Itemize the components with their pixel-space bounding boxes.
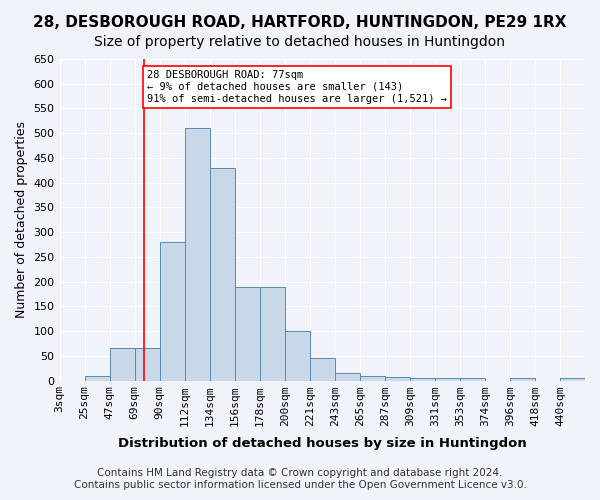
- Text: Size of property relative to detached houses in Huntingdon: Size of property relative to detached ho…: [95, 35, 505, 49]
- Bar: [385, 376, 410, 380]
- Bar: [260, 286, 285, 380]
- Text: Contains HM Land Registry data © Crown copyright and database right 2024.
Contai: Contains HM Land Registry data © Crown c…: [74, 468, 526, 490]
- X-axis label: Distribution of detached houses by size in Huntingdon: Distribution of detached houses by size …: [118, 437, 527, 450]
- Bar: [335, 373, 360, 380]
- Bar: [209, 168, 235, 380]
- Bar: [185, 128, 209, 380]
- Bar: [560, 378, 585, 380]
- Bar: [235, 286, 260, 380]
- Text: 28, DESBOROUGH ROAD, HARTFORD, HUNTINGDON, PE29 1RX: 28, DESBOROUGH ROAD, HARTFORD, HUNTINGDO…: [33, 15, 567, 30]
- Bar: [510, 378, 535, 380]
- Bar: [85, 376, 110, 380]
- Text: 28 DESBOROUGH ROAD: 77sqm
← 9% of detached houses are smaller (143)
91% of semi-: 28 DESBOROUGH ROAD: 77sqm ← 9% of detach…: [147, 70, 447, 104]
- Bar: [310, 358, 335, 380]
- Bar: [410, 378, 435, 380]
- Bar: [134, 348, 160, 380]
- Bar: [160, 242, 185, 380]
- Bar: [435, 378, 460, 380]
- Bar: [460, 378, 485, 380]
- Bar: [110, 348, 134, 380]
- Bar: [285, 331, 310, 380]
- Bar: [360, 376, 385, 380]
- Y-axis label: Number of detached properties: Number of detached properties: [15, 122, 28, 318]
